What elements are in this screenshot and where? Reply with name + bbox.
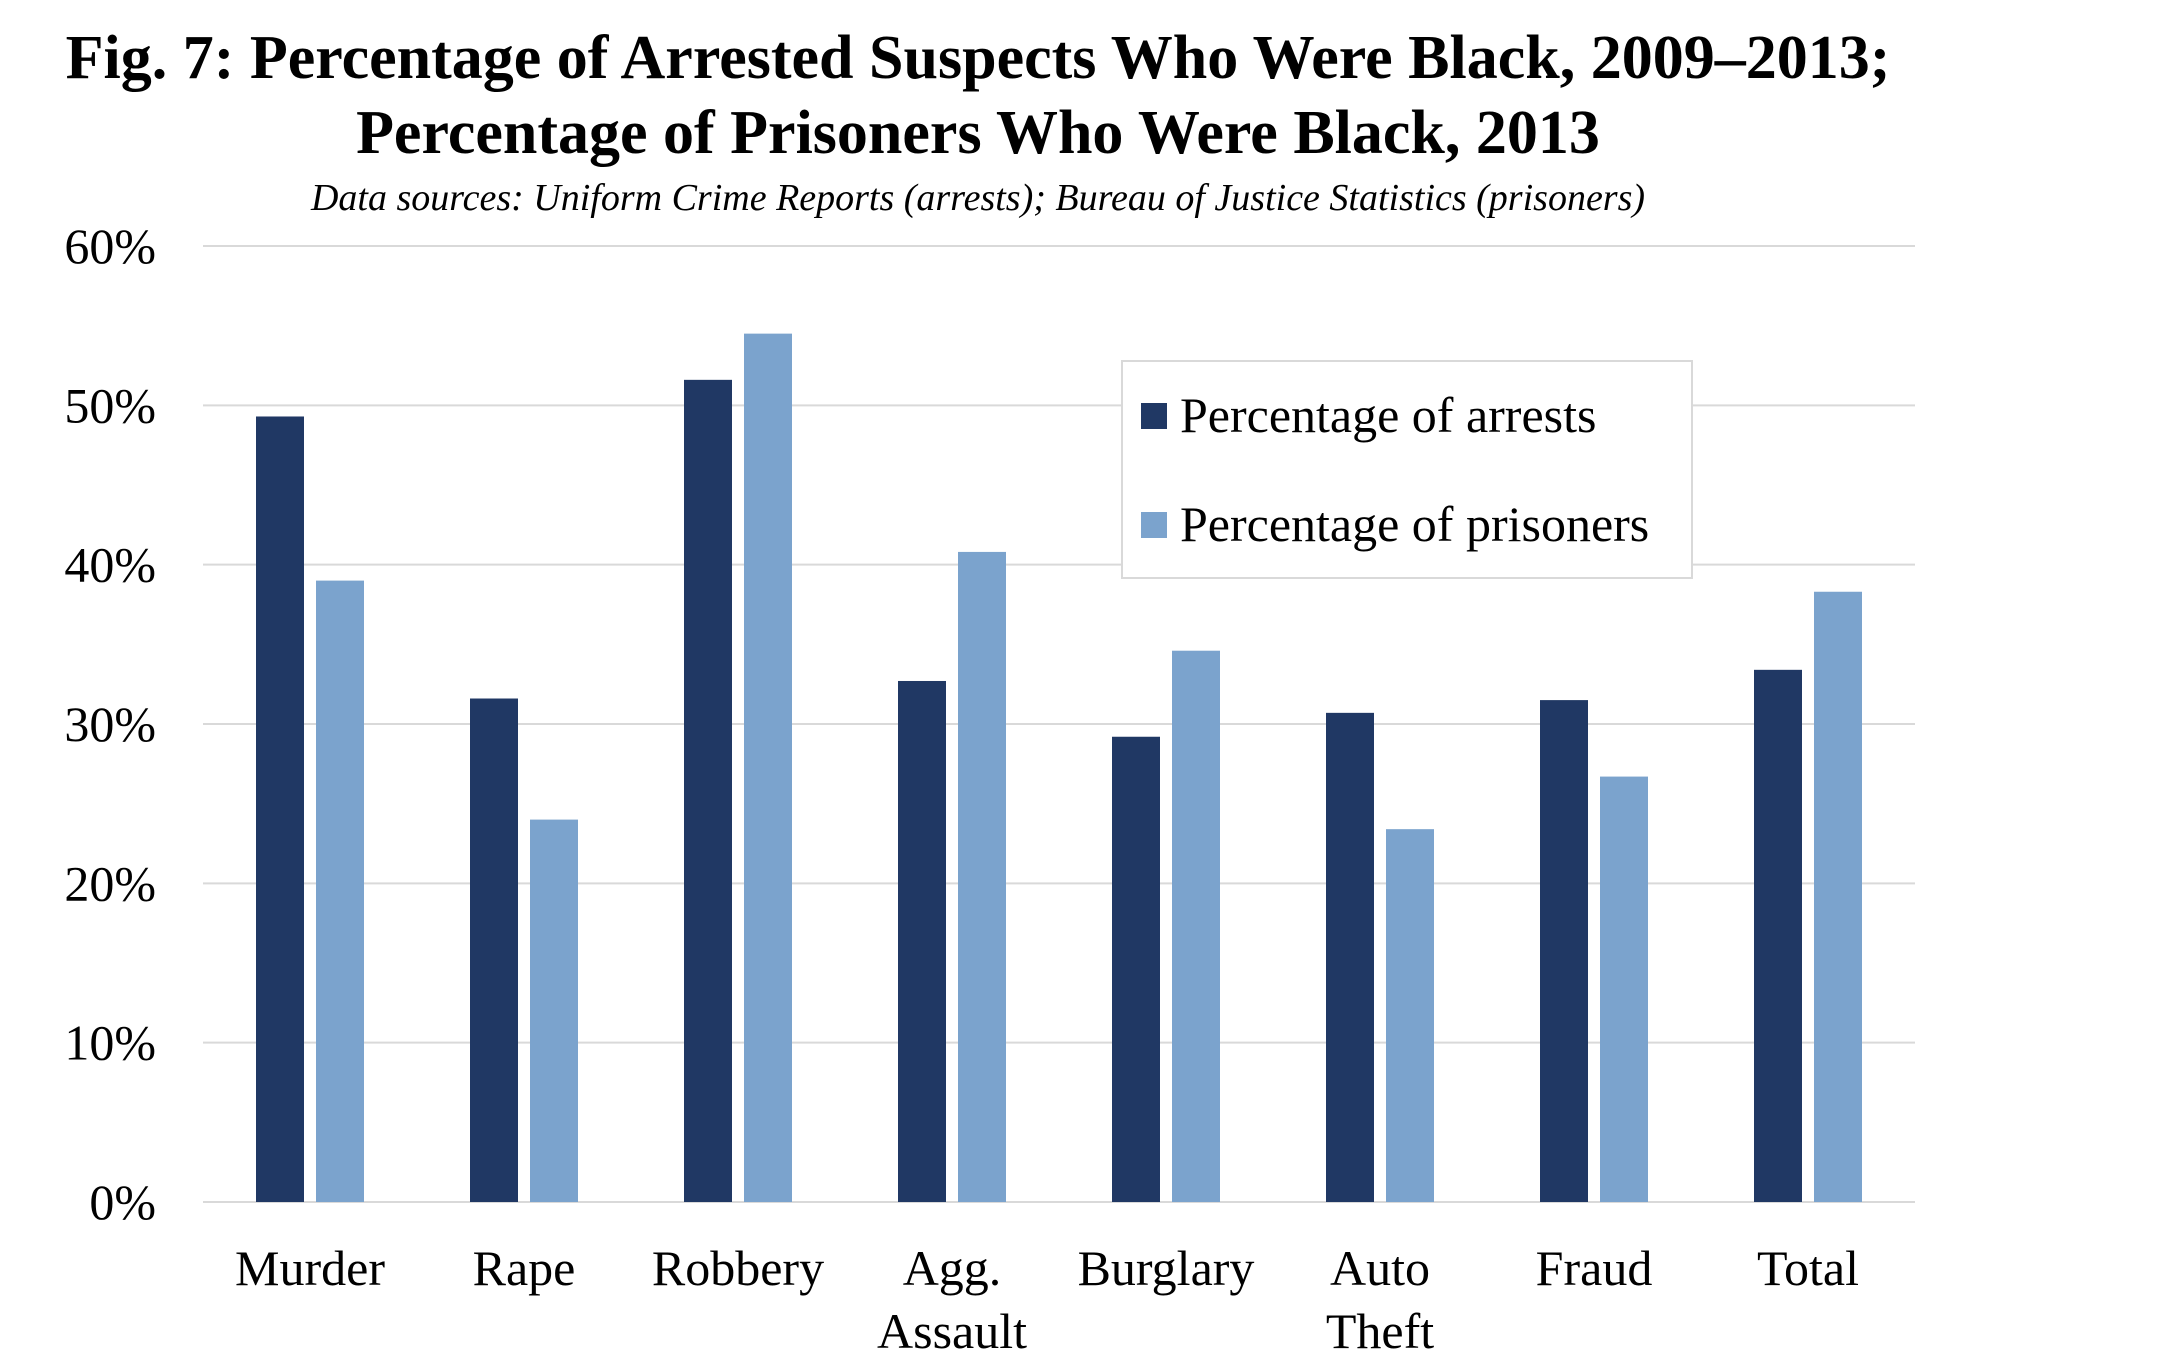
x-category-label: Total	[1757, 1240, 1859, 1296]
x-category-label: Murder	[235, 1240, 385, 1296]
y-tick-label: 10%	[64, 1015, 156, 1071]
bar	[744, 333, 792, 1203]
x-category-label: Agg.	[903, 1240, 1002, 1296]
y-tick-label: 60%	[64, 218, 156, 274]
bar	[1172, 650, 1220, 1202]
y-tick-label: 20%	[64, 855, 156, 911]
bar	[1326, 712, 1374, 1202]
x-category-label: Burglary	[1078, 1240, 1255, 1296]
legend: Percentage of arrests Percentage of pris…	[1121, 360, 1693, 579]
bars	[256, 333, 1862, 1203]
x-category-label: Assault	[877, 1303, 1027, 1354]
legend-label-prisoners: Percentage of prisoners	[1180, 496, 1649, 552]
bar	[1540, 700, 1588, 1202]
legend-box	[1121, 360, 1693, 579]
legend-swatch-prisoners	[1141, 512, 1167, 538]
bar	[316, 580, 364, 1202]
legend-swatch-arrests	[1141, 403, 1167, 429]
bar	[256, 416, 304, 1202]
bar	[1386, 829, 1434, 1202]
x-category-label: Fraud	[1536, 1240, 1653, 1296]
y-tick-label: 0%	[89, 1174, 156, 1230]
chart-title-line-2: Percentage of Prisoners Who Were Black, …	[356, 99, 1600, 167]
chart-subtitle: Data sources: Uniform Crime Reports (arr…	[310, 177, 1645, 219]
bar	[684, 379, 732, 1203]
bar	[1814, 591, 1862, 1202]
y-tick-label: 50%	[64, 377, 156, 433]
y-axis-ticks: 0% 10% 20% 30% 40% 50% 60%	[64, 218, 156, 1230]
bar	[1754, 669, 1802, 1202]
y-tick-label: 30%	[64, 696, 156, 752]
bar	[1112, 736, 1160, 1202]
x-axis-labels: Murder Rape Robbery Agg. Assault Burglary Auto…	[235, 1240, 1859, 1354]
x-category-label: Robbery	[652, 1240, 824, 1296]
bar	[530, 819, 578, 1202]
chart-title-line-1: Fig. 7: Percentage of Arrested Suspects …	[66, 24, 1891, 92]
bar	[898, 680, 946, 1202]
bar	[470, 698, 518, 1202]
bar	[958, 551, 1006, 1202]
bar	[1600, 776, 1648, 1202]
x-category-label: Theft	[1326, 1303, 1434, 1354]
legend-label-arrests: Percentage of arrests	[1180, 387, 1596, 443]
x-category-label: Rape	[473, 1240, 576, 1296]
y-tick-label: 40%	[64, 537, 156, 593]
x-category-label: Auto	[1330, 1240, 1430, 1296]
